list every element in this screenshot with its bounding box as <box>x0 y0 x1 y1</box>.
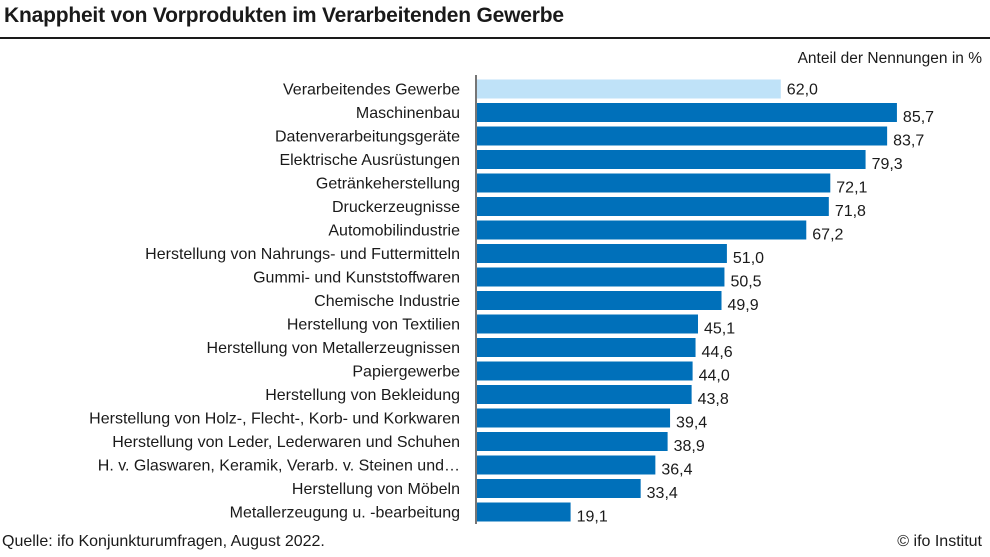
chart-title: Knappheit von Vorprodukten im Verarbeite… <box>4 4 564 27</box>
value-label: 45,1 <box>704 321 735 338</box>
unit-label: Anteil der Nennungen in % <box>797 50 982 67</box>
bar <box>477 432 668 451</box>
value-label: 44,0 <box>699 368 730 385</box>
category-label: Datenverarbeitungsgeräte <box>275 129 460 146</box>
category-label: Gummi- und Kunststoffwaren <box>253 270 460 287</box>
value-label: 72,1 <box>836 180 867 197</box>
source-note: Quelle: ifo Konjunkturumfragen, August 2… <box>2 533 325 550</box>
value-label: 38,9 <box>674 438 705 455</box>
value-label: 49,9 <box>728 297 759 314</box>
category-label: Elektrische Ausrüstungen <box>279 152 460 169</box>
value-label: 39,4 <box>676 415 707 432</box>
category-label: Herstellung von Bekleidung <box>265 387 460 404</box>
bar <box>477 126 888 146</box>
bar <box>477 314 698 334</box>
value-label: 79,3 <box>872 156 903 173</box>
category-label: Herstellung von Holz-, Flecht-, Korb- un… <box>89 411 460 428</box>
value-label: 36,4 <box>661 462 692 479</box>
category-label: Verarbeitendes Gewerbe <box>283 82 460 99</box>
bar <box>477 150 866 169</box>
bar <box>477 220 807 240</box>
value-label: 85,7 <box>903 109 934 126</box>
bar <box>477 338 696 357</box>
value-label: 33,4 <box>647 485 678 502</box>
value-label: 43,8 <box>698 391 729 408</box>
copyright-credit: © ifo Institut <box>897 533 982 550</box>
category-label: Herstellung von Möbeln <box>292 481 460 498</box>
bar <box>477 79 781 99</box>
bar <box>477 173 831 193</box>
value-label: 62,0 <box>787 82 818 99</box>
value-label: 50,5 <box>730 274 761 291</box>
category-label: Papiergewerbe <box>352 364 460 381</box>
value-label: 71,8 <box>835 203 866 220</box>
value-label: 19,1 <box>577 509 608 526</box>
category-label: Herstellung von Leder, Lederwaren und Sc… <box>112 434 460 451</box>
bar <box>477 244 727 263</box>
category-label: Herstellung von Textilien <box>287 317 460 334</box>
category-label: H. v. Glaswaren, Keramik, Verarb. v. Ste… <box>98 458 460 475</box>
value-label: 44,6 <box>702 344 733 361</box>
category-label: Maschinenbau <box>356 105 460 122</box>
bar <box>477 502 571 522</box>
category-label: Chemische Industrie <box>314 293 460 310</box>
category-label: Herstellung von Nahrungs- und Futtermitt… <box>145 246 460 263</box>
value-label: 67,2 <box>812 227 843 244</box>
category-label: Metallerzeugung u. -bearbeitung <box>230 505 460 522</box>
category-label: Automobilindustrie <box>328 223 460 240</box>
bar <box>477 385 692 404</box>
bar <box>477 197 829 216</box>
bar <box>477 479 641 498</box>
bar <box>477 455 656 475</box>
category-label: Herstellung von Metallerzeugnissen <box>207 340 460 357</box>
bar <box>477 103 897 122</box>
category-label: Druckerzeugnisse <box>332 199 460 216</box>
category-label: Getränkeherstellung <box>316 176 460 193</box>
bar <box>477 267 725 287</box>
bar <box>477 361 693 381</box>
title-divider <box>0 37 990 39</box>
value-label: 51,0 <box>733 250 764 267</box>
value-label: 83,7 <box>893 133 924 150</box>
bar <box>477 408 671 428</box>
bar <box>477 291 722 310</box>
